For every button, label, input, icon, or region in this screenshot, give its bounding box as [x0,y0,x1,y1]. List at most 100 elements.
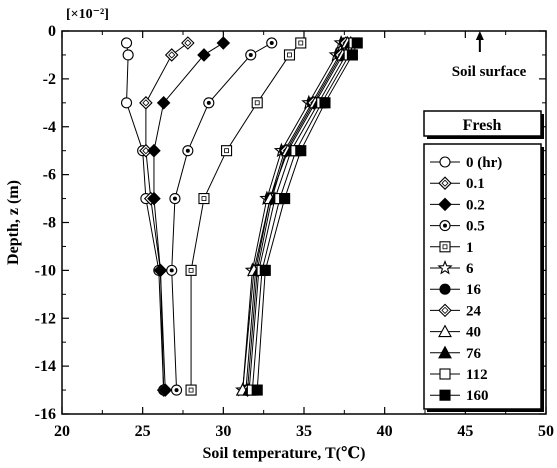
marker-square-dot-inner [298,40,304,46]
y-tick-label: -6 [43,167,56,184]
marker-circle-open [120,37,133,49]
legend-item: 40 [430,324,481,341]
marker-circle-dot-center [443,223,447,228]
marker-square-filled [346,49,358,61]
marker-star-open [437,259,453,275]
legend-label: 40 [466,325,481,341]
series-7 [240,37,350,396]
marker-square-dot [221,145,233,157]
legend-item: 76 [430,345,482,362]
x-tick-label: 30 [215,423,231,440]
x-tick-label: 25 [135,423,151,440]
marker-square-dot [251,97,263,109]
marker-circle-open [122,49,134,61]
series-4 [166,37,278,396]
marker-circle-open [439,156,451,168]
marker-diamond-open [139,96,153,110]
y-tick-label: 0 [48,23,56,40]
marker-diamond-inner [142,99,150,107]
marker-diamond-inner [184,39,192,47]
marker-circle-dot-center [174,388,179,393]
marker-diamond-inner [142,147,150,155]
marker-diamond-filled [153,263,168,278]
marker-diamond-filled [197,48,211,62]
y-tick-label: -12 [35,310,56,327]
marker-square-dot-inner [188,267,194,273]
y-axis-title: Depth, z (m) [5,180,22,265]
marker-diamond-open [438,303,452,318]
marker-square-dot [198,193,210,205]
marker-diamond-open [438,176,452,190]
legend-label: 0.5 [466,219,485,235]
y-tick-label: -4 [43,119,56,136]
x-tick-label: 50 [538,423,554,440]
x-tick-label: 40 [377,423,393,440]
legend-item: 112 [430,367,488,383]
series-line [190,42,302,391]
soil-surface-label: Soil surface [452,64,527,80]
marker-square-filled [279,193,291,205]
marker-diamond-filled [147,191,161,206]
legend-item: 160 [430,388,489,404]
marker-diamond-filled [147,143,161,158]
legend-item: 6 [430,259,474,277]
legend-item: 0.5 [430,219,485,235]
series-9 [235,35,355,396]
y-multiplier-label: [×10⁻²] [66,7,109,22]
marker-square-dot-inner [442,244,448,250]
y-tick-label: -10 [35,262,56,279]
marker-square-dot [439,241,451,253]
marker-square-filled [259,264,271,276]
marker-circle-dot-center [269,40,274,45]
legend-item: 16 [430,282,482,298]
y-tick-label: -8 [43,215,56,232]
marker-diamond-filled [158,383,173,397]
x-tick-label: 20 [54,423,70,440]
series-11 [246,37,360,396]
legend-label: 6 [466,261,474,277]
marker-diamond-inner [168,51,176,59]
series-line [256,42,358,391]
marker-square-dot [185,264,197,276]
series-1 [120,37,170,396]
marker-diamond-inner [441,306,449,314]
legend-label: 76 [466,346,482,362]
series-line [242,42,349,391]
series-line [126,42,165,391]
marker-square-dot [295,37,307,49]
legend-label: 24 [466,303,482,319]
series-line [145,42,189,391]
marker-square-open [439,368,451,380]
marker-triangle-open [438,324,452,338]
legend-label: 0.1 [466,176,485,192]
marker-square-filled [351,37,363,49]
legend-label: 0 (hr) [466,155,502,171]
marker-square-dot [283,49,296,61]
marker-triangle-filled [438,345,452,359]
marker-square-dot [185,384,197,396]
series-line [153,42,224,391]
series-line [248,42,352,391]
marker-circle-dot-center [206,100,211,105]
legend-item: 0.1 [430,176,485,192]
marker-square-filled [439,389,451,401]
x-axis-title: Soil temperature, T(℃) [203,445,366,462]
marker-circle-dot-center [248,52,253,57]
marker-square-dot-inner [287,52,292,58]
legend-label: 160 [466,388,489,404]
fresh-label: Fresh [463,117,502,134]
marker-square-dot-inner [188,387,194,393]
series-8 [240,36,353,397]
x-tick-label: 45 [457,423,473,440]
legend-label: 0.2 [466,197,485,213]
marker-circle-dot-center [185,148,190,153]
fresh-box [423,110,542,137]
marker-square-dot-inner [224,148,229,154]
marker-diamond-filled [156,96,171,110]
x-tick-label: 35 [296,423,312,440]
legend-label: 1 [466,240,474,256]
marker-circle-dot-center [169,268,174,273]
legend-item: 0.2 [430,197,485,213]
